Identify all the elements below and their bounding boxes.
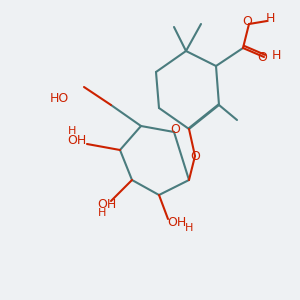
Text: O: O: [171, 123, 180, 136]
Text: H: H: [68, 125, 76, 136]
Text: O: O: [190, 149, 200, 163]
Text: H: H: [185, 223, 193, 233]
Text: H: H: [271, 49, 281, 62]
Text: OH: OH: [167, 215, 187, 229]
Text: O: O: [243, 14, 252, 28]
Text: O: O: [258, 51, 267, 64]
Text: H: H: [265, 11, 275, 25]
Text: OH: OH: [67, 134, 86, 148]
Text: HO: HO: [50, 92, 69, 106]
Text: OH: OH: [97, 197, 116, 211]
Text: H: H: [98, 208, 106, 218]
